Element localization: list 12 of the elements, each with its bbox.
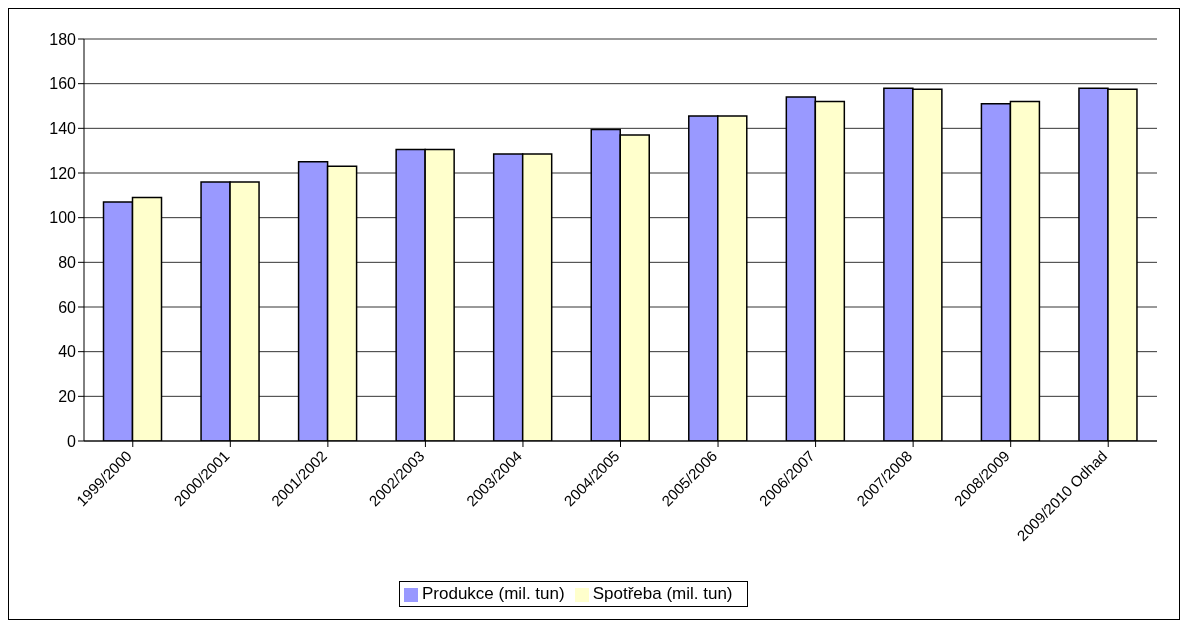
y-tick-label: 100 <box>49 209 77 227</box>
y-tick-label: 40 <box>58 343 77 361</box>
y-tick-label: 60 <box>58 298 77 316</box>
y-tick-label: 160 <box>49 75 77 93</box>
y-tick-label: 80 <box>58 254 77 272</box>
legend-label: Spotřeba (mil. tun) <box>592 584 733 603</box>
y-tick-label: 140 <box>49 120 77 138</box>
y-tick-label: 180 <box>49 30 77 48</box>
legend-label: Produkce (mil. tun) <box>422 584 565 603</box>
y-tick-label: 0 <box>67 432 77 450</box>
y-tick-label: 120 <box>49 164 77 182</box>
y-tick-label: 20 <box>58 388 77 406</box>
